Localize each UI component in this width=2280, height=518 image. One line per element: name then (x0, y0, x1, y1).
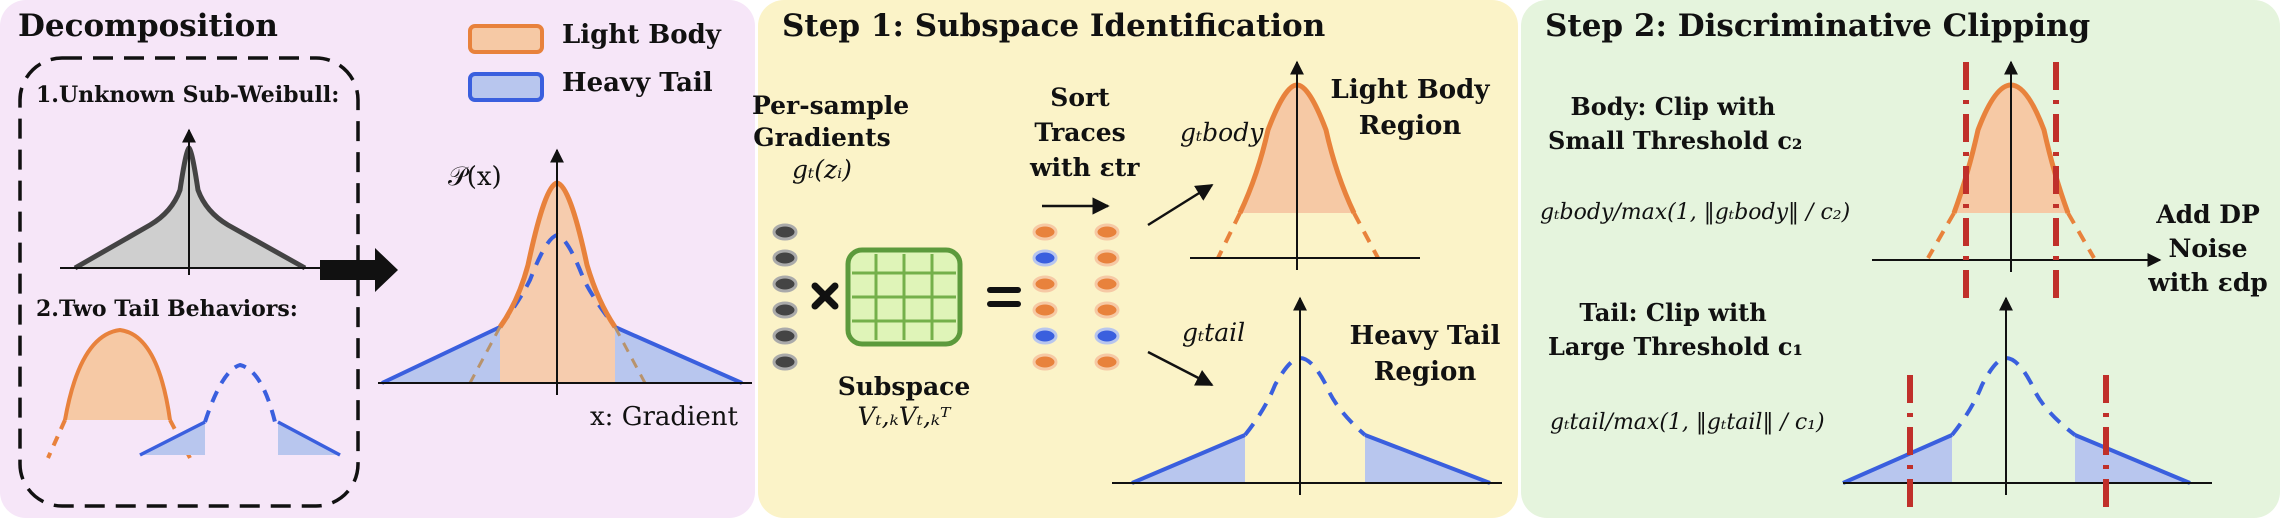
sort-line-3: with εtr (1030, 153, 1140, 182)
subspace-line-1: Subspace (837, 372, 971, 401)
body-clipping-plot (1872, 60, 2162, 300)
body-region-plot (1190, 60, 1420, 270)
subspace-label: Subspace Vₜ,ₖVₜ,ₖᵀ (836, 372, 972, 432)
dp-line-1: Add DP (2156, 200, 2260, 229)
heavy-tail-region-label: Heavy Tail Region (1340, 318, 1510, 390)
g-tail-label: gₜtail (1182, 318, 1246, 347)
unknown-distribution-plot (60, 128, 320, 275)
sort-traces-label: Sort Traces with εtr (1030, 80, 1140, 185)
per-sample-line-3: gₜ(zᵢ) (792, 155, 852, 184)
body-clip-line-1: Body: Clip with (1570, 92, 1776, 121)
mixed-distribution-plot (378, 148, 752, 395)
decomposition-title: Decomposition (18, 8, 278, 44)
tail-clip-label: Tail: Clip with Large Threshold c₁ (1548, 296, 1804, 364)
two-tail-behaviors-plot (46, 327, 341, 459)
light-body-region-line-1: Light Body (1330, 75, 1490, 105)
per-sample-label: Per-sample Gradients gₜ(zᵢ) (752, 90, 910, 186)
light-body-region-line-2: Region (1358, 111, 1462, 141)
multiply-icon (811, 282, 839, 310)
step1-title: Step 1: Subspace Identification (782, 8, 1326, 44)
step2-title: Step 2: Discriminative Clipping (1545, 8, 2091, 44)
legend-heavy-tail-label: Heavy Tail (562, 68, 713, 98)
body-clip-formula: gₜbody/max(1, ‖gₜbody‖ / c₂) (1540, 200, 1851, 225)
heavy-tail-region-line-1: Heavy Tail (1349, 321, 1501, 351)
light-body-region-label: Light Body Region (1330, 72, 1490, 144)
equals-icon (987, 287, 1021, 307)
tail-clipping-plot (1842, 296, 2212, 516)
legend-light-body-label: Light Body (562, 20, 721, 50)
legend-heavy-tail-swatch (468, 72, 544, 102)
unknown-sub-weibull-label: 1.Unknown Sub-Weibull: (36, 82, 340, 108)
per-sample-gradient-dots (772, 223, 798, 371)
x-gradient-label: x: Gradient (590, 402, 738, 432)
sorted-dots-column-2 (1094, 223, 1120, 371)
body-clip-label: Body: Clip with Small Threshold c₂ (1548, 90, 1803, 158)
tail-clip-line-1: Tail: Clip with (1579, 298, 1767, 327)
dp-line-2: Noise (2168, 234, 2248, 263)
tail-clip-formula: gₜtail/max(1, ‖gₜtail‖ / c₁) (1550, 410, 1825, 435)
two-tail-behaviors-label: 2.Two Tail Behaviors: (36, 296, 298, 322)
tail-region-plot (1112, 296, 1502, 495)
sorted-dots-column-1 (1032, 223, 1058, 371)
tail-clip-line-2: Large Threshold c₁ (1548, 332, 1804, 361)
subspace-line-2: Vₜ,ₖVₜ,ₖᵀ (857, 402, 951, 431)
g-body-label: gₜbody (1180, 118, 1264, 147)
legend-light-body-swatch (468, 24, 544, 54)
per-sample-line-2: Gradients (753, 123, 891, 152)
subspace-grid-icon (845, 247, 963, 347)
dashed-frame (18, 56, 360, 508)
per-sample-line-1: Per-sample (752, 91, 910, 120)
arrow-to-tail-icon (1147, 350, 1214, 387)
body-clip-line-2: Small Threshold c₂ (1548, 126, 1803, 155)
add-dp-noise-label: Add DP Noise with εdp (2146, 198, 2270, 300)
sort-line-1: Sort (1050, 83, 1110, 112)
px-axis-label: 𝒫(x) (448, 162, 502, 192)
arrow-to-body-icon (1147, 183, 1214, 227)
heavy-tail-region-line-2: Region (1373, 357, 1477, 387)
dp-line-3: with εdp (2148, 268, 2268, 297)
big-arrow-icon (320, 248, 398, 292)
sort-line-2: Traces (1034, 118, 1126, 147)
